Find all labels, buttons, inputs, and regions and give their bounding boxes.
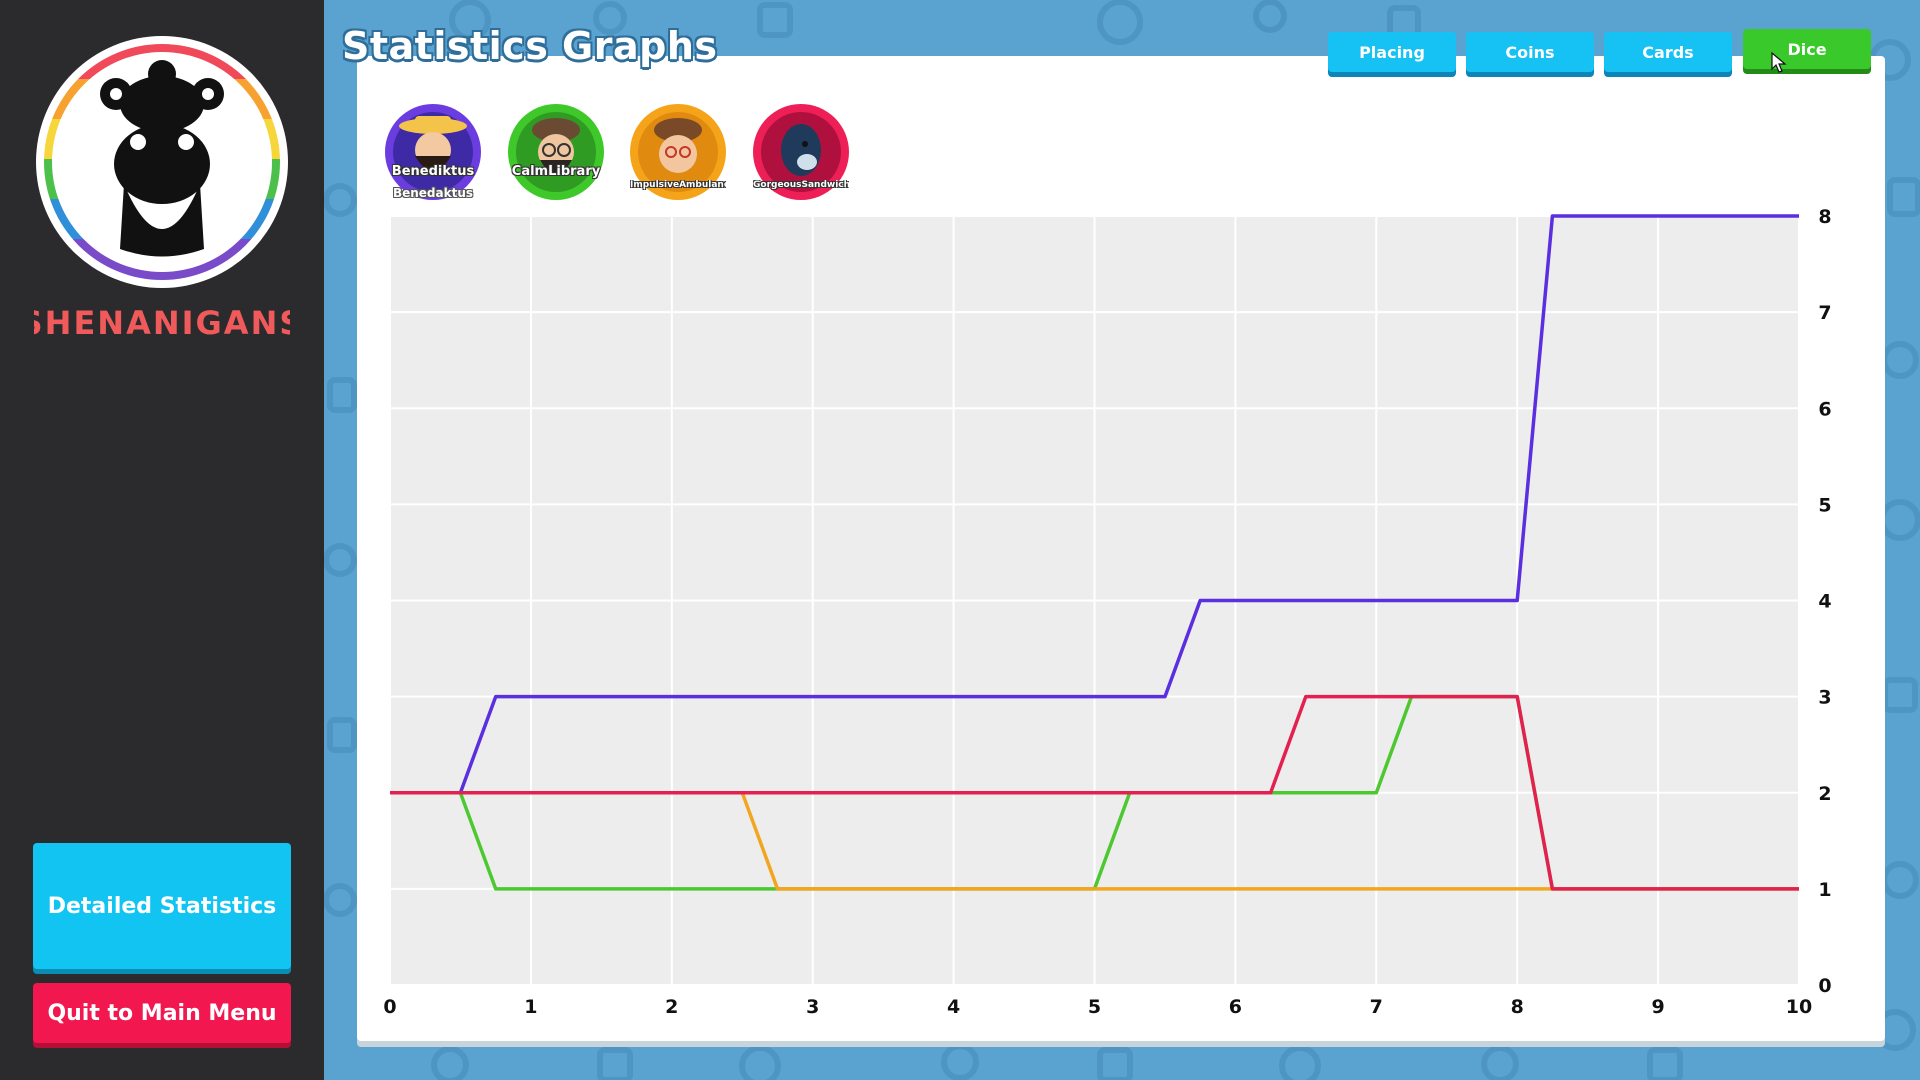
x-tick-label: 7 — [1370, 996, 1383, 1018]
y-tick-label: 6 — [1818, 398, 1831, 420]
tab-cards[interactable]: Cards — [1604, 32, 1732, 72]
avatar-face — [516, 112, 596, 192]
tab-placing[interactable]: Placing — [1328, 32, 1456, 72]
y-tick-label: 7 — [1818, 302, 1831, 324]
y-tick-label: 2 — [1818, 783, 1831, 805]
y-tick-label: 3 — [1818, 687, 1831, 709]
player-subname: Benedaktus — [392, 186, 474, 200]
x-tick-label: 6 — [1229, 996, 1242, 1018]
avatar-face — [393, 112, 473, 192]
avatar-face — [761, 112, 841, 192]
player-name: ImpulsiveAmbulance — [630, 180, 726, 190]
y-tick-label: 8 — [1818, 206, 1831, 228]
x-tick-label: 2 — [665, 996, 678, 1018]
player-name: CalmLibrary — [511, 164, 601, 179]
tab-dice[interactable]: Dice — [1743, 29, 1871, 69]
page-title: Statistics Graphs — [342, 24, 718, 68]
x-tick-label: 5 — [1088, 996, 1101, 1018]
mouse-cursor-icon — [1771, 52, 1787, 73]
detailed-statistics-button[interactable]: Detailed Statistics — [33, 843, 291, 969]
x-tick-label: 4 — [947, 996, 960, 1018]
y-tick-label: 5 — [1818, 494, 1831, 516]
player-avatar-gorgeoussandwich[interactable]: GorgeousSandwich — [753, 104, 849, 200]
player-name: Benediktus — [391, 164, 475, 179]
player-avatar-impulsiveambulance[interactable]: ImpulsiveAmbulance — [630, 104, 726, 200]
series-line-1 — [390, 214, 1799, 795]
x-tick-label: 1 — [524, 996, 537, 1018]
x-tick-label: 9 — [1651, 996, 1664, 1018]
shenanigans-logo: SHENANIGANS — [34, 36, 290, 342]
x-tick-label: 10 — [1786, 996, 1812, 1018]
x-tick-label: 8 — [1511, 996, 1524, 1018]
x-tick-label: 0 — [383, 996, 396, 1018]
x-tick-label: 3 — [806, 996, 819, 1018]
player-name: GorgeousSandwich — [753, 180, 849, 190]
player-avatar-calmlibrary[interactable]: CalmLibrary — [508, 104, 604, 200]
y-tick-label: 4 — [1818, 591, 1831, 613]
player-avatar-benediktus[interactable]: Benediktus Benedaktus — [385, 104, 481, 200]
tab-coins[interactable]: Coins — [1466, 32, 1594, 72]
logo-text: SHENANIGANS — [34, 304, 290, 342]
y-tick-label: 1 — [1818, 879, 1831, 901]
sidebar: SHENANIGANS Detailed Statistics Quit to … — [0, 0, 324, 1080]
series-line-4 — [390, 694, 1799, 891]
quit-to-main-menu-button[interactable]: Quit to Main Menu — [33, 983, 291, 1043]
y-tick-label: 0 — [1818, 975, 1831, 997]
avatar-face — [638, 112, 718, 192]
